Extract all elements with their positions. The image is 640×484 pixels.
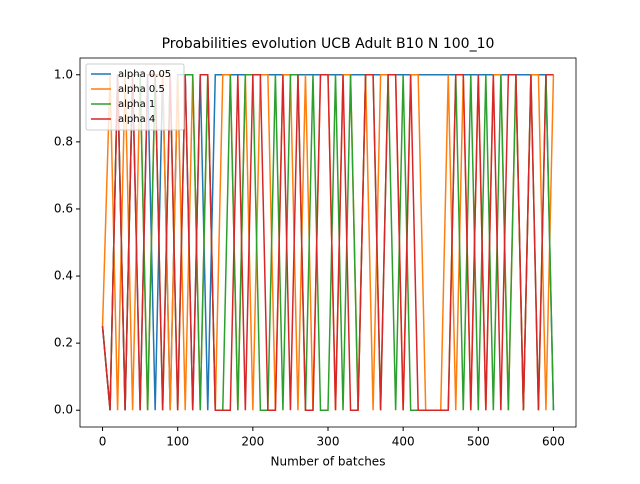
y-tick-label: 0.2 (54, 336, 73, 350)
x-tick-label: 100 (166, 435, 189, 449)
x-tick-label: 0 (99, 435, 107, 449)
x-axis-label: Number of batches (271, 455, 386, 469)
legend-label: alpha 4 (118, 114, 155, 125)
y-tick-label: 1.0 (54, 67, 73, 81)
x-tick-label: 400 (392, 435, 415, 449)
legend-label: alpha 0.05 (118, 69, 171, 80)
x-tick-label: 200 (241, 435, 264, 449)
plot-frame (79, 57, 577, 428)
y-tick-label: 0.8 (54, 134, 73, 148)
legend-label: alpha 0.5 (118, 84, 165, 95)
y-tick-label: 0.6 (54, 201, 73, 215)
legend-box (85, 63, 185, 131)
x-tick-label: 600 (542, 435, 565, 449)
legend-label: alpha 1 (118, 99, 155, 110)
y-tick-label: 0.0 (54, 403, 73, 417)
x-tick-label: 500 (467, 435, 490, 449)
series-line (101, 74, 554, 411)
chart-title: Probabilities evolution UCB Adult B10 N … (162, 36, 495, 52)
y-tick-label: 0.4 (54, 269, 73, 283)
x-tick-label: 300 (317, 435, 340, 449)
